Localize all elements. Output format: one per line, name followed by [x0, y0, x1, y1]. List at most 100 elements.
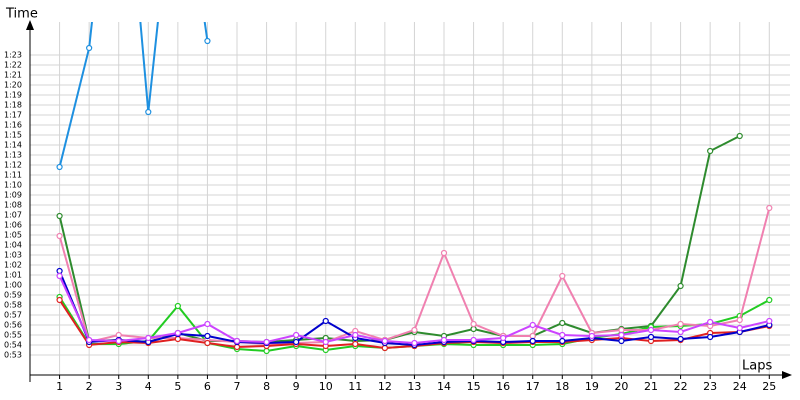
data-point — [736, 316, 743, 324]
data-point — [470, 325, 477, 333]
data-point — [233, 343, 241, 351]
data-point — [204, 339, 211, 347]
data-point — [411, 339, 418, 347]
data-point — [529, 332, 536, 340]
data-point — [677, 328, 684, 336]
data-point — [559, 337, 566, 345]
y-tick-label: 1:04 — [4, 241, 22, 250]
data-point — [707, 147, 714, 155]
y-tick-label: 1:08 — [4, 201, 22, 210]
data-point — [470, 320, 477, 328]
data-point — [677, 282, 684, 290]
data-point — [204, 37, 211, 45]
data-point — [352, 331, 359, 339]
data-point — [618, 326, 625, 334]
data-point — [322, 338, 329, 346]
data-point — [145, 108, 152, 116]
data-point — [56, 232, 63, 240]
y-tick-label: 1:13 — [4, 151, 22, 160]
data-point — [618, 331, 625, 339]
x-axis-label: Laps — [742, 359, 772, 374]
y-tick-label: 1:12 — [4, 161, 22, 170]
y-tick-label: 0:55 — [4, 331, 22, 340]
y-tick-label: 1:16 — [4, 121, 22, 130]
data-point — [766, 296, 773, 304]
y-tick-label: 1:19 — [4, 91, 22, 100]
x-tick-label: 7 — [234, 380, 241, 393]
data-point — [440, 249, 448, 257]
x-axis-arrow — [782, 371, 792, 379]
data-point — [381, 344, 388, 352]
data-point — [440, 336, 448, 344]
y-tick-label: 1:07 — [4, 211, 22, 220]
x-tick-label: 6 — [204, 380, 211, 393]
data-point — [529, 337, 536, 345]
x-tick-label: 5 — [174, 380, 181, 393]
data-point — [204, 320, 211, 328]
y-tick-label: 0:53 — [4, 351, 22, 360]
y-tick-label: 1:09 — [4, 191, 22, 200]
x-tick-label: 18 — [555, 380, 569, 393]
data-point — [56, 296, 63, 304]
y-tick-label: 1:10 — [4, 181, 22, 190]
data-point — [115, 331, 122, 339]
data-point — [263, 338, 270, 346]
data-point — [174, 329, 181, 337]
y-axis-label: Time — [5, 7, 38, 22]
data-point — [618, 337, 625, 345]
data-point — [559, 272, 566, 280]
y-tick-label: 0:54 — [4, 341, 22, 350]
y-tick-label: 1:18 — [4, 101, 22, 110]
y-tick-label: 0:57 — [4, 311, 22, 320]
data-point — [293, 338, 300, 346]
data-point — [766, 317, 773, 325]
x-tick-label: 25 — [762, 380, 776, 393]
x-tick-label: 2 — [86, 380, 93, 393]
data-point — [145, 334, 152, 342]
y-tick-label: 1:06 — [4, 221, 22, 230]
data-point — [677, 320, 684, 328]
y-tick-label: 1:22 — [4, 61, 22, 70]
data-point — [174, 335, 181, 343]
data-point — [233, 337, 241, 345]
x-tick-label: 16 — [496, 380, 510, 393]
data-point — [470, 336, 477, 344]
data-point — [559, 331, 566, 339]
x-tick-label: 17 — [526, 380, 540, 393]
data-point — [588, 332, 595, 340]
plot-area — [56, 22, 773, 355]
y-tick-label: 1:00 — [4, 281, 22, 290]
x-tick-label: 14 — [437, 380, 451, 393]
y-tick-label: 1:02 — [4, 261, 22, 270]
x-tick-label: 10 — [319, 380, 333, 393]
y-tick-label: 1:15 — [4, 131, 22, 140]
data-point — [56, 272, 63, 280]
y-axis-arrow — [26, 20, 34, 30]
data-point — [322, 317, 329, 325]
data-point — [56, 267, 63, 275]
data-point — [766, 204, 773, 212]
y-tick-label: 1:23 — [4, 51, 22, 60]
data-point — [56, 163, 63, 171]
data-point — [529, 321, 536, 329]
y-tick-label: 1:14 — [4, 141, 22, 150]
y-tick-label: 1:01 — [4, 271, 22, 280]
x-tick-label: 22 — [674, 380, 688, 393]
y-tick-label: 1:05 — [4, 231, 22, 240]
x-tick-label: 9 — [293, 380, 300, 393]
data-point — [174, 302, 181, 310]
x-tick-label: 19 — [585, 380, 599, 393]
data-point — [352, 340, 359, 348]
x-tick-label: 20 — [614, 380, 628, 393]
data-point — [500, 334, 507, 342]
y-tick-label: 1:21 — [4, 71, 22, 80]
series-line — [58, 135, 741, 344]
grid — [30, 22, 790, 375]
x-tick-label: 24 — [733, 380, 747, 393]
data-point — [411, 326, 418, 334]
y-tick-label: 1:03 — [4, 251, 22, 260]
data-point — [56, 212, 63, 220]
y-tick-label: 1:20 — [4, 81, 22, 90]
x-tick-label: 11 — [348, 380, 362, 393]
